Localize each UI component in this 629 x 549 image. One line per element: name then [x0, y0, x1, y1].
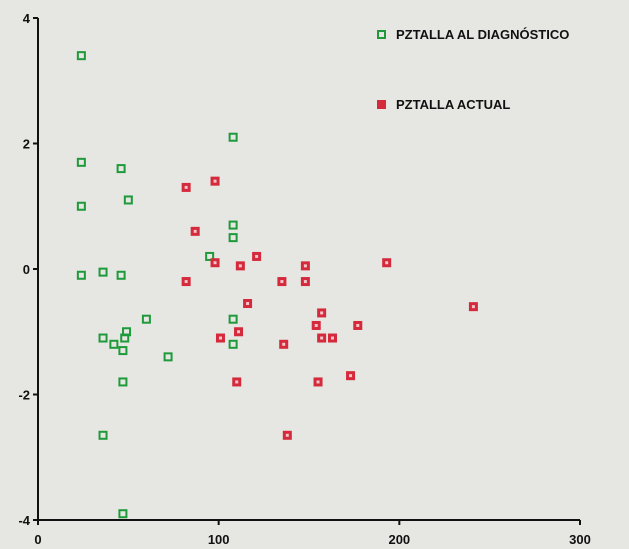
point-highlight	[285, 433, 289, 437]
point-highlight	[237, 330, 241, 334]
x-tick-label: 100	[208, 532, 230, 547]
point-diagnostico	[228, 132, 238, 142]
point-diagnostico	[76, 51, 86, 61]
data-points	[76, 51, 478, 519]
point-highlight	[471, 305, 475, 309]
point-diagnostico	[123, 195, 133, 205]
point-highlight	[320, 336, 324, 340]
point-diagnostico	[228, 233, 238, 243]
y-tick-label: 0	[23, 262, 30, 277]
x-tick-label: 300	[569, 532, 591, 547]
point-highlight	[303, 264, 307, 268]
point-highlight	[235, 380, 239, 384]
point-diagnostico	[98, 267, 108, 277]
point-diagnostico	[109, 339, 119, 349]
point-diagnostico	[116, 164, 126, 174]
point-diagnostico	[76, 270, 86, 280]
y-tick-label: -2	[18, 388, 30, 403]
point-diagnostico	[118, 509, 128, 519]
point-highlight	[320, 311, 324, 315]
point-highlight	[255, 254, 259, 258]
x-tick-label: 0	[34, 532, 41, 547]
point-diagnostico	[76, 201, 86, 211]
point-highlight	[330, 336, 334, 340]
point-diagnostico	[228, 314, 238, 324]
point-highlight	[246, 302, 250, 306]
point-diagnostico	[98, 430, 108, 440]
point-highlight	[193, 229, 197, 233]
point-highlight	[314, 323, 318, 327]
point-highlight	[184, 185, 188, 189]
point-highlight	[213, 261, 217, 265]
legend-marker-actual	[377, 100, 386, 109]
point-highlight	[238, 264, 242, 268]
x-tick-label: 200	[388, 532, 410, 547]
point-highlight	[385, 261, 389, 265]
point-diagnostico	[98, 333, 108, 343]
point-diagnostico	[118, 377, 128, 387]
tick-labels: 0 100 200 300 4 2 0 -2 -4	[18, 11, 590, 547]
legend: PZTALLA AL DIAGNÓSTICO PZTALLA ACTUAL	[377, 27, 569, 112]
legend-label: PZTALLA AL DIAGNÓSTICO	[396, 27, 569, 42]
point-highlight	[282, 342, 286, 346]
y-tick-label: 2	[23, 137, 30, 152]
legend-marker-diagnostico	[377, 30, 386, 39]
point-highlight	[280, 280, 284, 284]
point-highlight	[303, 280, 307, 284]
y-tick-label: 4	[23, 11, 31, 26]
point-diagnostico	[228, 220, 238, 230]
point-highlight	[356, 323, 360, 327]
point-diagnostico	[163, 352, 173, 362]
point-highlight	[316, 380, 320, 384]
point-highlight	[218, 336, 222, 340]
point-diagnostico	[122, 327, 132, 337]
point-highlight	[184, 280, 188, 284]
point-diagnostico	[141, 314, 151, 324]
point-highlight	[349, 374, 353, 378]
point-diagnostico	[228, 339, 238, 349]
point-diagnostico	[76, 157, 86, 167]
point-highlight	[213, 179, 217, 183]
point-diagnostico	[205, 251, 215, 261]
axes	[33, 17, 581, 525]
point-diagnostico	[116, 270, 126, 280]
y-tick-label: -4	[18, 513, 30, 528]
legend-label: PZTALLA ACTUAL	[396, 97, 510, 112]
point-diagnostico	[118, 346, 128, 356]
